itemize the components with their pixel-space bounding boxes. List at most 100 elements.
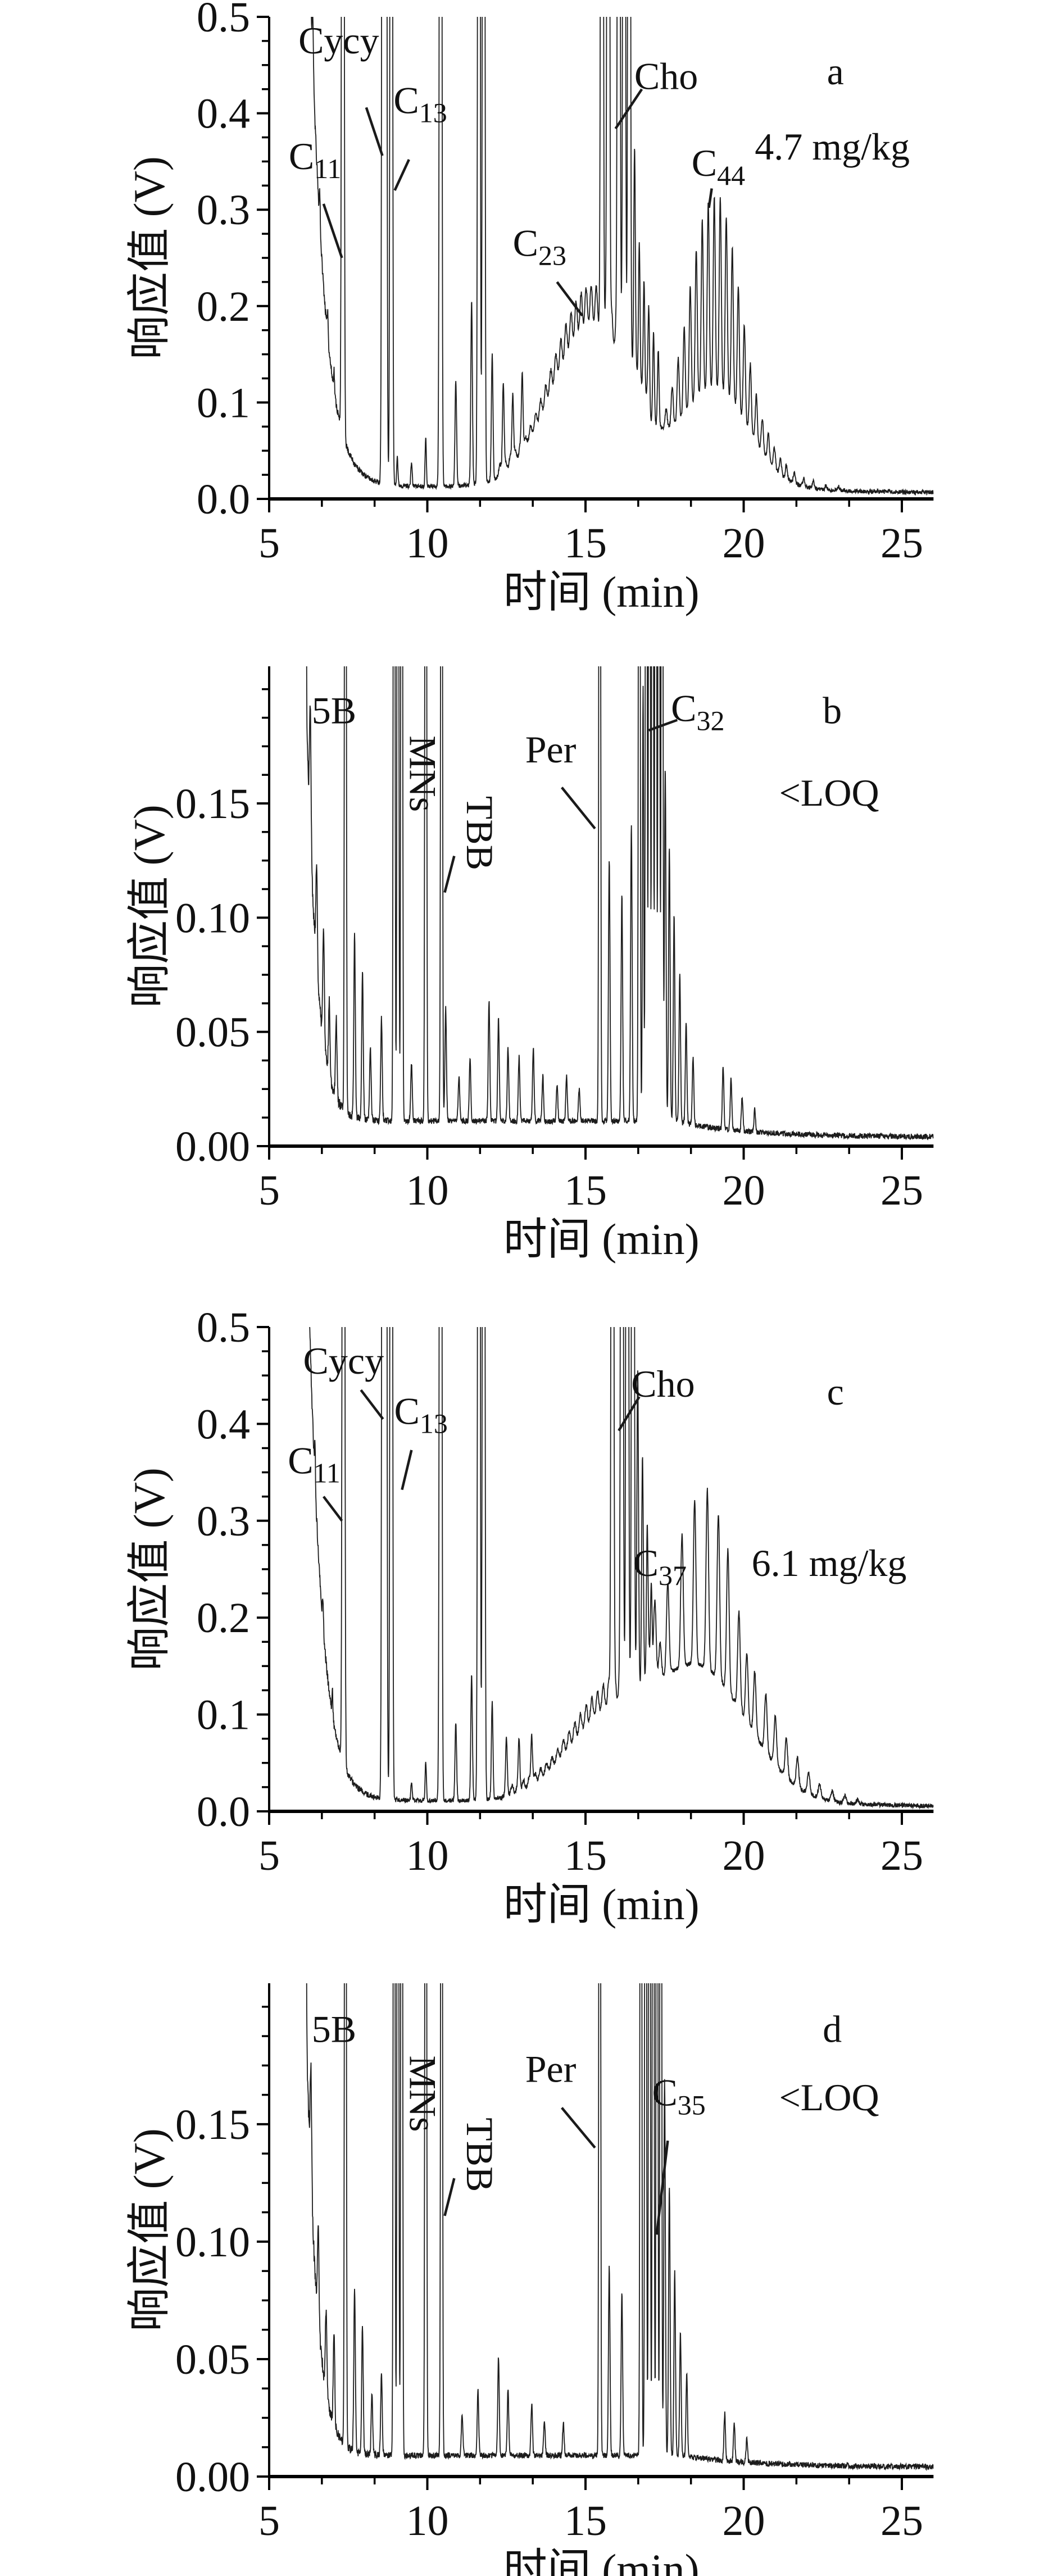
annotation-label: b (823, 689, 842, 732)
x-tick-label: 25 (881, 520, 923, 567)
annotation-label: 6.1 mg/kg (752, 1542, 907, 1584)
y-tick-label: 0.05 (175, 2336, 250, 2383)
y-tick-label: 0.15 (175, 780, 250, 828)
annotation-leader (561, 787, 596, 830)
x-tick-label: 5 (258, 1832, 280, 1879)
panel-d: 5 10 15 20 25 0.00 0.05 0.10 0.15 时间 (min) 响应值 (V)… (125, 1983, 934, 2576)
annotation-label: C11 (288, 1439, 341, 1488)
panel-b-trace (306, 666, 934, 1141)
annotation-label: TBB (459, 796, 501, 870)
annotation-leader (443, 2178, 456, 2216)
annotation-leader (648, 719, 678, 732)
y-tick-label: 0.3 (197, 1498, 250, 1545)
annotation-label: C32 (671, 687, 724, 737)
x-tick-label: 5 (258, 520, 280, 567)
annotation-leader (393, 159, 410, 191)
annotation-label: Cycy (303, 1339, 384, 1382)
annotation-label: 4.7 mg/kg (755, 125, 910, 168)
panel-a-trace (311, 17, 934, 496)
annotation-label: MNs (402, 2055, 444, 2132)
annotation-label: C11 (289, 135, 342, 184)
y-tick-label: 0.0 (197, 1788, 250, 1836)
annotation-label: TBB (459, 2118, 501, 2192)
annotation-label: C44 (692, 142, 745, 191)
x-tick-label: 10 (406, 1832, 449, 1879)
y-tick-label: 0.1 (197, 1692, 250, 1739)
panel-c: 5 10 15 20 25 0.0 0.1 0.2 0.3 0.4 0.5 时间 (min) 响应值 (… (125, 1304, 934, 1929)
annotation-leader (556, 281, 584, 317)
x-tick-label: 25 (881, 2497, 923, 2545)
annotation-leader (401, 1450, 413, 1491)
annotation-leader (655, 2140, 669, 2235)
annotation-label: <LOQ (779, 771, 879, 814)
y-tick-label: 0.10 (175, 894, 250, 942)
x-tick-label: 25 (881, 1167, 923, 1214)
x-tick-label: 15 (564, 2497, 607, 2545)
x-tick-label: 5 (258, 1167, 280, 1214)
annotation-label: Cycy (298, 19, 379, 62)
x-tick-label: 10 (406, 2497, 449, 2545)
y-tick-label: 0.05 (175, 1009, 250, 1056)
x-tick-label: 10 (406, 520, 449, 567)
annotation-leader (365, 107, 384, 156)
y-tick-label: 0.2 (197, 283, 250, 330)
annotation-label: MNs (402, 735, 444, 812)
annotation-label: <LOQ (779, 2076, 879, 2119)
x-tick-label: 15 (564, 1832, 607, 1879)
y-tick-label: 0.4 (197, 90, 250, 138)
panel-d-trace (306, 1983, 934, 2471)
annotation-leader (322, 203, 343, 258)
y-tick-label: 0.5 (197, 0, 250, 41)
annotation-label: C13 (393, 79, 447, 129)
y-tick-label: 0.2 (197, 1594, 250, 1642)
x-tick-label: 20 (723, 1167, 765, 1214)
annotation-leader (443, 855, 456, 893)
y-tick-label: 0.5 (197, 1304, 250, 1351)
x-axis-title: 时间 (min) (503, 2545, 700, 2576)
x-tick-label: 15 (564, 520, 607, 567)
annotation-leader (707, 188, 713, 208)
x-tick-label: 20 (723, 2497, 765, 2545)
annotation-leader (618, 1396, 641, 1432)
x-tick-label: 5 (258, 2497, 280, 2545)
annotation-label: d (823, 2008, 842, 2051)
y-axis-title: 响应值 (V) (125, 1468, 174, 1671)
annotation-label: C37 (633, 1542, 687, 1591)
annotation-leader (360, 1389, 384, 1420)
panel-c-trace (309, 1327, 934, 1810)
annotation-label: a (827, 50, 844, 93)
annotation-label: 5B (312, 689, 356, 732)
y-tick-label: 0.15 (175, 2101, 250, 2148)
y-tick-label: 0.00 (175, 2454, 250, 2501)
annotation-label: C13 (394, 1389, 448, 1439)
annotation-label: 5B (312, 2008, 356, 2051)
annotation-label: Per (525, 2048, 577, 2091)
x-axis-title: 时间 (min) (503, 1215, 700, 1264)
annotation-label: C35 (652, 2071, 705, 2120)
x-tick-label: 10 (406, 1167, 449, 1214)
y-tick-label: 0.0 (197, 476, 250, 523)
annotation-leader (614, 88, 643, 130)
y-tick-label: 0.4 (197, 1401, 250, 1448)
x-tick-label: 15 (564, 1167, 607, 1214)
x-tick-label: 25 (881, 1832, 923, 1879)
y-tick-label: 0.00 (175, 1123, 250, 1170)
y-tick-label: 0.1 (197, 379, 250, 426)
annotation-label: c (827, 1370, 844, 1413)
y-tick-label: 0.3 (197, 187, 250, 234)
annotation-leader (323, 1496, 343, 1522)
annotation-label: Per (525, 728, 577, 771)
y-axis-title: 响应值 (V) (125, 805, 174, 1008)
annotation-label: Cho (634, 55, 698, 98)
y-axis-title: 响应值 (V) (125, 2128, 174, 2332)
x-axis-title: 时间 (min) (503, 567, 700, 616)
annotation-label: Cho (631, 1362, 695, 1405)
y-axis-title: 响应值 (V) (125, 156, 174, 360)
panel-a: 5 10 15 20 25 0.0 0.1 0.2 0.3 0.4 0.5 时间 (min) 响应值 (… (125, 0, 934, 616)
x-tick-label: 20 (723, 1832, 765, 1879)
x-tick-label: 20 (723, 520, 765, 567)
panel-b: 5 10 15 20 25 0.00 0.05 0.10 0.15 时间 (min) 响应值 (V)… (125, 666, 934, 1264)
x-axis-title: 时间 (min) (503, 1880, 700, 1929)
